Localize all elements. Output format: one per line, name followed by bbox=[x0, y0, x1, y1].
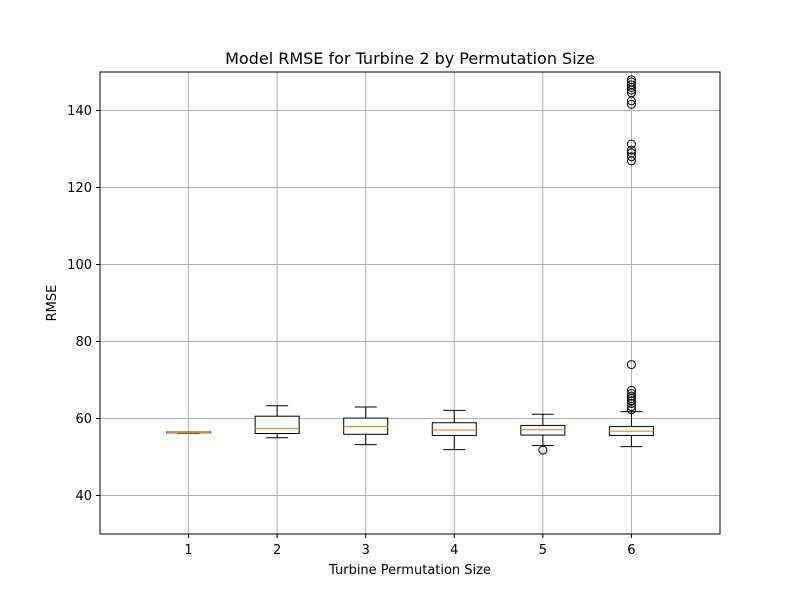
outlier-point bbox=[626, 145, 636, 155]
outlier-point bbox=[626, 139, 636, 149]
box-2 bbox=[254, 405, 300, 439]
outlier-point bbox=[626, 80, 636, 90]
x-tick-label: 2 bbox=[273, 543, 281, 558]
outlier-point bbox=[626, 99, 636, 109]
axis-ticks: 40 60 80 100 120 140 1 2 3 4 5 6 bbox=[67, 104, 635, 558]
y-tick-label: 120 bbox=[67, 181, 92, 196]
outlier-point bbox=[626, 152, 636, 162]
box-series bbox=[166, 75, 654, 455]
outlier-point bbox=[626, 75, 636, 85]
outlier-point bbox=[626, 398, 636, 408]
box-iqr bbox=[431, 422, 477, 436]
box-iqr bbox=[254, 415, 300, 435]
outlier-point bbox=[626, 385, 636, 395]
outlier-point bbox=[626, 388, 636, 398]
y-axis-label: RMSE bbox=[45, 285, 60, 322]
box-3 bbox=[343, 406, 389, 446]
y-tick-label: 140 bbox=[67, 104, 92, 119]
outlier-point bbox=[626, 391, 636, 401]
x-tick-label: 3 bbox=[362, 543, 370, 558]
outlier-point bbox=[626, 396, 636, 406]
x-tick-label: 5 bbox=[539, 543, 547, 558]
y-tick-label: 80 bbox=[75, 335, 92, 350]
x-tick-label: 6 bbox=[627, 543, 635, 558]
outlier-point bbox=[626, 77, 636, 87]
y-tick-label: 100 bbox=[67, 258, 92, 273]
outlier-point bbox=[626, 360, 636, 370]
outlier-point bbox=[626, 148, 636, 158]
outlier-point bbox=[626, 405, 636, 415]
plot-area-frame bbox=[99, 71, 721, 535]
outlier-point bbox=[538, 445, 548, 455]
chart-title: Model RMSE for Turbine 2 by Permutation … bbox=[225, 49, 595, 68]
box-1 bbox=[166, 431, 212, 434]
y-tick-label: 40 bbox=[75, 489, 92, 504]
box-4 bbox=[431, 409, 477, 451]
y-tick-label: 60 bbox=[75, 412, 92, 427]
box-6 bbox=[608, 75, 654, 448]
x-tick-label: 4 bbox=[450, 543, 458, 558]
x-axis-label: Turbine Permutation Size bbox=[328, 563, 491, 578]
box-5 bbox=[520, 413, 566, 455]
x-tick-label: 1 bbox=[184, 543, 192, 558]
